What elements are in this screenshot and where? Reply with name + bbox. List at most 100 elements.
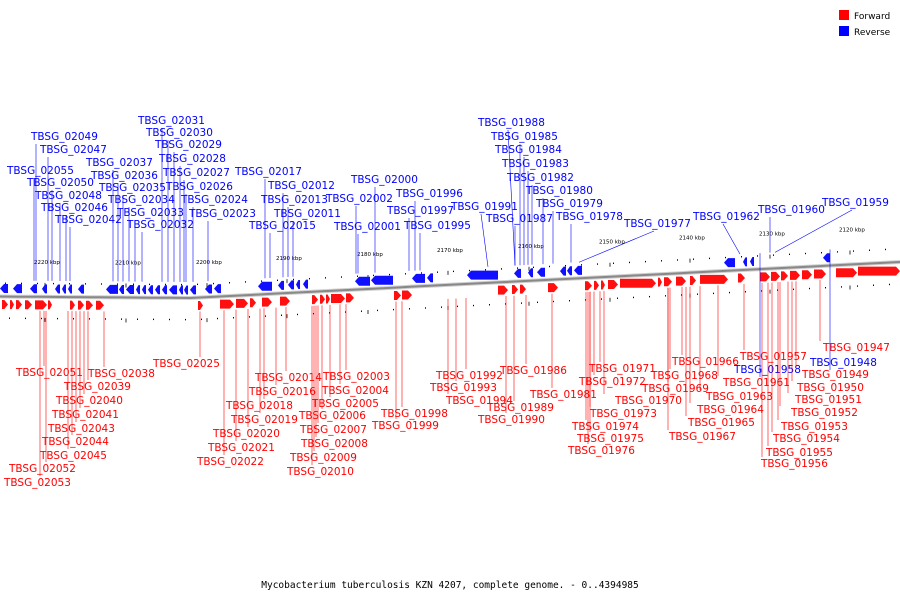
- forward-gene: [520, 284, 526, 294]
- reverse-gene: [537, 267, 545, 277]
- minor-tick: [549, 265, 550, 268]
- minor-tick: [37, 282, 38, 285]
- minor-tick: [421, 272, 422, 274]
- reverse-gene-label: TBSG_02023: [188, 208, 256, 220]
- minor-tick: [101, 283, 102, 285]
- reverse-gene: [136, 285, 140, 295]
- forward-gene-label: TBSG_01976: [567, 445, 635, 457]
- kbp-label: 2220 kbp: [34, 260, 60, 266]
- reverse-leader: [774, 209, 853, 253]
- kbp-label: 2130 kbp: [759, 232, 785, 238]
- minor-tick: [569, 299, 570, 302]
- reverse-gene: [62, 284, 66, 294]
- reverse-leader: [507, 129, 516, 266]
- minor-tick: [185, 318, 186, 321]
- reverse-gene-label: TBSG_02034: [107, 194, 175, 206]
- reverse-gene: [13, 284, 22, 294]
- forward-gene: [771, 271, 780, 281]
- forward-gene-label: TBSG_01973: [589, 408, 657, 420]
- forward-gene-label: TBSG_02010: [286, 466, 354, 478]
- legend-reverse-swatch: [839, 26, 849, 36]
- reverse-gene-label: TBSG_02030: [145, 127, 213, 139]
- minor-tick: [57, 317, 58, 320]
- gene-arrows: [0, 253, 900, 310]
- minor-tick: [437, 271, 438, 273]
- forward-gene-label: TBSG_02051: [15, 367, 83, 379]
- forward-gene-label: TBSG_01975: [576, 433, 644, 445]
- forward-gene: [402, 290, 412, 300]
- minor-tick: [757, 255, 758, 257]
- minor-tick: [869, 249, 870, 251]
- forward-gene: [601, 280, 605, 290]
- minor-tick: [837, 251, 838, 253]
- reverse-gene-label: TBSG_01979: [535, 198, 603, 210]
- minor-tick: [53, 282, 54, 285]
- reverse-gene: [190, 285, 196, 295]
- forward-gene: [814, 269, 826, 279]
- forward-gene-label: TBSG_01981: [529, 389, 597, 401]
- forward-gene: [312, 295, 318, 305]
- forward-gene-label: TBSG_02040: [55, 395, 123, 407]
- forward-gene-label: TBSG_01970: [614, 395, 682, 407]
- reverse-gene-label: TBSG_01982: [506, 172, 574, 184]
- reverse-gene-label: TBSG_02013: [260, 194, 328, 206]
- reverse-gene-label: TBSG_02033: [116, 207, 184, 219]
- reverse-gene: [303, 279, 308, 289]
- minor-tick: [681, 294, 682, 296]
- forward-gene-label: TBSG_01952: [790, 407, 858, 419]
- reverse-leader: [480, 213, 489, 267]
- reverse-gene-label: TBSG_01948: [809, 357, 877, 369]
- reverse-gene-label: TBSG_01959: [821, 197, 889, 209]
- reverse-leader: [578, 230, 655, 263]
- minor-tick: [25, 317, 26, 320]
- minor-tick: [857, 285, 858, 287]
- minor-tick: [309, 277, 310, 280]
- minor-tick: [265, 315, 266, 317]
- forward-gene-label: TBSG_02022: [196, 456, 264, 468]
- reverse-gene: [106, 284, 118, 294]
- minor-tick: [149, 283, 150, 286]
- minor-tick: [485, 269, 486, 271]
- forward-gene-label: TBSG_01964: [696, 404, 764, 416]
- reverse-gene-label: TBSG_02017: [234, 166, 302, 178]
- forward-gene-label: TBSG_02053: [3, 477, 71, 489]
- minor-tick: [133, 283, 134, 285]
- minor-tick: [9, 317, 10, 319]
- reverse-gene-label: TBSG_01980: [525, 185, 593, 197]
- forward-gene-label: TBSG_01969: [641, 383, 709, 395]
- reverse-gene-label: TBSG_02036: [90, 170, 158, 182]
- forward-gene: [781, 271, 788, 281]
- reverse-gene-label: TBSG_02050: [26, 177, 94, 189]
- forward-gene: [664, 277, 672, 287]
- minor-tick: [293, 278, 294, 281]
- minor-tick: [121, 318, 122, 320]
- minor-tick: [201, 318, 202, 321]
- minor-tick: [713, 292, 714, 295]
- minor-tick: [169, 318, 170, 321]
- forward-gene-label: TBSG_02006: [298, 410, 366, 422]
- forward-gene-label: TBSG_01968: [650, 370, 718, 382]
- forward-gene-label: TBSG_01989: [486, 402, 554, 414]
- forward-gene-label: TBSG_02009: [289, 452, 357, 464]
- forward-gene-label: TBSG_01955: [765, 447, 833, 459]
- reverse-gene: [68, 284, 72, 294]
- forward-gene: [96, 300, 104, 310]
- reverse-gene: [427, 273, 433, 283]
- forward-gene: [48, 300, 52, 310]
- reverse-gene: [126, 285, 134, 295]
- reverse-gene-label: TBSG_01958: [733, 364, 801, 376]
- reverse-gene: [148, 285, 153, 295]
- reverse-gene-label: TBSG_02011: [273, 208, 341, 220]
- forward-gene-label: TBSG_01954: [772, 433, 840, 445]
- minor-tick: [537, 301, 538, 304]
- forward-gene-label: TBSG_01967: [668, 431, 736, 443]
- reverse-gene-label: TBSG_01983: [501, 158, 569, 170]
- minor-tick: [5, 282, 6, 284]
- kbp-label: 2140 kbp: [679, 236, 705, 242]
- reverse-gene-label: TBSG_02049: [30, 131, 98, 143]
- reverse-gene-label: TBSG_02037: [85, 157, 153, 169]
- minor-tick: [761, 290, 762, 292]
- minor-tick: [313, 312, 314, 315]
- forward-gene-label: TBSG_01965: [687, 417, 755, 429]
- forward-gene: [512, 285, 518, 295]
